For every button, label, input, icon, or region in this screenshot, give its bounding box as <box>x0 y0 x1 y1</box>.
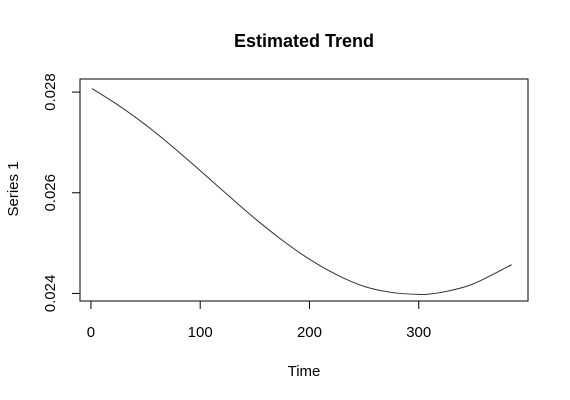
series-layer <box>91 88 512 296</box>
y-axis-label: Series 1 <box>5 161 22 216</box>
series-line <box>91 88 512 296</box>
chart-title: Estimated Trend <box>234 31 374 51</box>
x-tick-label: 0 <box>87 324 95 341</box>
x-tick-label: 200 <box>297 324 322 341</box>
plot-frame <box>79 78 529 302</box>
x-axis-label: Time <box>288 363 321 380</box>
x-tick-label: 300 <box>406 324 431 341</box>
x-axis: 0 100 200 300 <box>87 300 431 341</box>
y-tick-label: 0.024 <box>42 275 59 313</box>
x-tick-label: 100 <box>188 324 213 341</box>
y-tick-label: 0.026 <box>42 174 59 212</box>
y-axis: 0.024 0.026 0.028 <box>42 73 81 313</box>
y-tick-label: 0.028 <box>42 73 59 111</box>
